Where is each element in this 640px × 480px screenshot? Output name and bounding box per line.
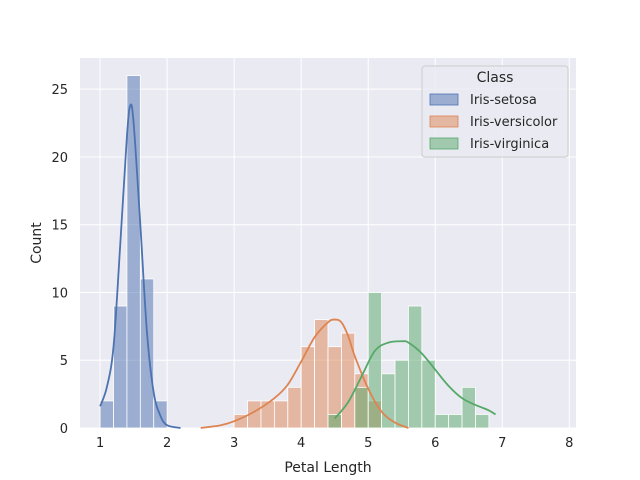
histogram-bar <box>448 414 463 429</box>
histogram-bar <box>354 386 369 429</box>
histogram-bar <box>287 386 302 429</box>
histogram-bars <box>99 75 490 429</box>
y-tick-label: 20 <box>51 151 68 166</box>
y-axis-title: Count <box>29 222 45 264</box>
legend-label: Iris-virginica <box>470 137 549 152</box>
x-tick-label: 4 <box>297 436 305 451</box>
histogram-bar <box>434 414 450 429</box>
histogram-bar <box>99 400 114 429</box>
kde-line <box>334 340 497 420</box>
histogram-bar <box>475 414 490 429</box>
x-axis-title: Petal Length <box>284 460 371 476</box>
y-tick-label: 0 <box>60 422 68 437</box>
legend-swatch <box>429 93 459 106</box>
histogram-bar <box>273 400 289 429</box>
histogram-bar <box>327 414 342 429</box>
histogram-bar <box>139 278 155 429</box>
legend-label: Iris-setosa <box>470 93 537 108</box>
legend-items: Iris-setosa Iris-versicolor Iris-virginica <box>429 93 558 152</box>
legend-swatch <box>429 137 459 150</box>
x-tick-label: 2 <box>163 436 171 451</box>
x-tick-label: 8 <box>565 436 573 451</box>
x-tick-label: 6 <box>431 436 439 451</box>
histogram-bar <box>408 305 423 429</box>
kde-line <box>200 318 409 429</box>
histogram-bar <box>381 373 396 429</box>
x-tick-label: 7 <box>498 436 506 451</box>
legend-title: Class <box>477 70 514 86</box>
y-tick-label: 5 <box>60 354 68 369</box>
histogram-bar <box>341 332 356 429</box>
legend: Class Iris-setosa Iris-versicolor Iris-vir… <box>421 65 569 158</box>
x-tick-labels: 1 2 3 4 5 6 7 8 <box>96 436 573 451</box>
y-tick-labels: 0 5 10 15 20 25 <box>51 83 68 437</box>
x-tick-label: 5 <box>364 436 372 451</box>
kde-line <box>99 103 181 429</box>
y-tick-label: 15 <box>51 219 68 234</box>
histogram-bar <box>421 359 436 429</box>
legend-label: Iris-versicolor <box>470 115 558 130</box>
x-tick-label: 1 <box>96 436 104 451</box>
histogram-bar <box>394 359 409 429</box>
histogram-bar <box>260 400 275 429</box>
legend-box <box>421 65 569 158</box>
legend-swatch <box>429 115 459 128</box>
kde-curves <box>99 103 497 429</box>
y-tick-label: 10 <box>51 286 68 301</box>
y-tick-label: 25 <box>51 83 68 98</box>
histogram-bar <box>461 386 476 429</box>
x-tick-label: 3 <box>230 436 238 451</box>
